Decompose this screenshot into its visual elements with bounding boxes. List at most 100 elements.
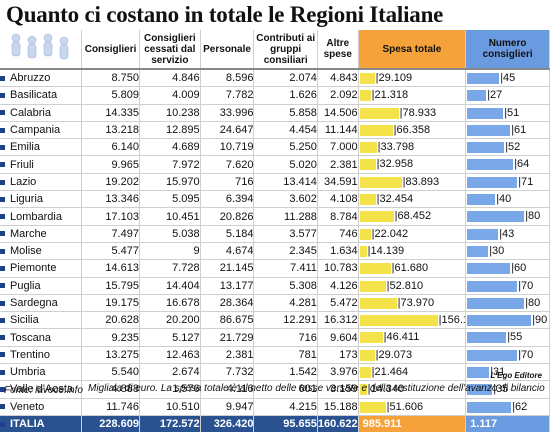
footnote: Migliaia di euro. La spesa totale è al n… bbox=[88, 383, 545, 394]
cell-altre: 4.108 bbox=[317, 190, 359, 209]
region-name: Piemonte bbox=[0, 259, 83, 278]
cell-consiglieri: 19.175 bbox=[81, 294, 140, 313]
numero-bar bbox=[467, 176, 518, 188]
header-altre: Altre spese bbox=[317, 30, 359, 70]
cell-contributi: 13.414 bbox=[253, 173, 318, 192]
total-personale: 326.420 bbox=[200, 415, 255, 432]
cell-personale: 4.116 bbox=[200, 380, 255, 399]
header-cessati: Consiglieri cessati dal servizio bbox=[139, 30, 201, 70]
numero-bar bbox=[467, 228, 499, 240]
numero-bar bbox=[467, 159, 514, 171]
cell-altre: 11.144 bbox=[317, 121, 359, 140]
bullet-icon bbox=[0, 300, 5, 306]
cell-personale: 13.177 bbox=[200, 277, 255, 295]
cell-contributi: 4.454 bbox=[253, 121, 318, 140]
table-row: Valle d'Aosta 4.888 1.576 4.116 601 3.159 |14.… bbox=[0, 380, 550, 399]
spesa-cell: |83.893 bbox=[358, 173, 467, 192]
total-spesa: 985.911 bbox=[358, 415, 467, 432]
editor-credit: L'Ego Editore bbox=[490, 371, 542, 380]
spesa-cell: |73.970 bbox=[358, 294, 467, 313]
table-row: Lombardia 17.103 10.451 20.826 11.288 8.784 |6… bbox=[0, 207, 550, 226]
cell-cessati: 12.463 bbox=[139, 346, 201, 365]
cell-contributi: 7.411 bbox=[253, 259, 318, 278]
numero-label: |52 bbox=[505, 141, 521, 154]
region-name: Friuli bbox=[0, 155, 83, 174]
region-label: Lazio bbox=[10, 175, 37, 188]
spesa-cell: |29.109 bbox=[358, 69, 467, 88]
cell-consiglieri: 13.346 bbox=[81, 190, 140, 209]
numero-bar bbox=[467, 297, 525, 309]
bullet-icon bbox=[0, 387, 5, 393]
cell-cessati: 4.009 bbox=[139, 86, 201, 105]
cell-consiglieri: 14.335 bbox=[81, 104, 140, 122]
cell-altre: 3.159 bbox=[317, 380, 359, 399]
numero-cell: |30 bbox=[465, 242, 550, 261]
region-label: Marche bbox=[10, 227, 47, 240]
cell-consiglieri: 5.477 bbox=[81, 242, 140, 261]
cell-contributi: 716 bbox=[253, 328, 318, 347]
numero-bar bbox=[467, 194, 496, 206]
region-name: Veneto bbox=[0, 398, 83, 416]
bullet-icon bbox=[0, 214, 5, 220]
cell-cessati: 5.095 bbox=[139, 190, 201, 209]
spesa-bar bbox=[359, 124, 393, 136]
bullet-icon bbox=[0, 196, 5, 202]
spesa-label: |14.340 bbox=[367, 383, 405, 396]
spesa-bar bbox=[359, 384, 367, 396]
spesa-cell: |156.107 bbox=[358, 311, 467, 330]
cell-consiglieri: 13.218 bbox=[81, 121, 140, 140]
table-row: Basilicata 5.809 4.009 7.782 1.626 2.092 |21.3… bbox=[0, 86, 550, 105]
cell-altre: 4.843 bbox=[317, 69, 359, 88]
cell-contributi: 12.291 bbox=[253, 311, 318, 330]
cell-altre: 14.506 bbox=[317, 104, 359, 122]
numero-label: |80 bbox=[525, 210, 541, 223]
numero-cell: |43 bbox=[465, 225, 550, 243]
cell-altre: 8.784 bbox=[317, 207, 359, 226]
cell-altre: 173 bbox=[317, 346, 359, 365]
region-name: Molise bbox=[0, 242, 83, 261]
spesa-cell: |52.810 bbox=[358, 277, 467, 295]
bullet-icon bbox=[0, 162, 5, 168]
numero-label: |70 bbox=[518, 279, 534, 292]
cell-contributi: 601 bbox=[253, 380, 318, 399]
numero-label: |90 bbox=[532, 314, 548, 327]
spesa-bar bbox=[359, 142, 377, 154]
spesa-label: |156.107 bbox=[438, 314, 465, 327]
numero-label: |30 bbox=[489, 244, 505, 257]
spesa-bar bbox=[359, 315, 438, 327]
cell-altre: 1.634 bbox=[317, 242, 359, 261]
spesa-bar bbox=[359, 194, 376, 206]
numero-cell: |27 bbox=[465, 86, 550, 105]
spesa-label: |66.358 bbox=[393, 123, 431, 136]
table-row: Abruzzo 8.750 4.846 8.596 2.074 4.843 |29.109 |… bbox=[0, 69, 550, 88]
spesa-label: |68.452 bbox=[394, 210, 432, 223]
cell-contributi: 4.281 bbox=[253, 294, 318, 313]
spesa-cell: |22.042 bbox=[358, 225, 467, 243]
cell-consiglieri: 6.140 bbox=[81, 138, 140, 157]
region-label: Sardegna bbox=[10, 297, 58, 309]
numero-label: |31 bbox=[490, 366, 506, 379]
region-label: Sicilia bbox=[10, 314, 39, 327]
cell-contributi: 781 bbox=[253, 346, 318, 365]
bullet-icon bbox=[0, 335, 5, 341]
bullet-icon bbox=[0, 110, 5, 116]
cell-consiglieri: 14.613 bbox=[81, 259, 140, 278]
region-name: Puglia bbox=[0, 277, 83, 295]
cell-cessati: 12.895 bbox=[139, 121, 201, 140]
cell-consiglieri: 9.235 bbox=[81, 328, 140, 347]
region-label: Umbria bbox=[10, 366, 46, 379]
numero-cell: |70 bbox=[465, 346, 550, 365]
cell-contributi: 2.345 bbox=[253, 242, 318, 261]
cell-personale: 24.647 bbox=[200, 121, 255, 140]
spesa-label: |21.318 bbox=[371, 89, 409, 102]
spesa-bar bbox=[359, 349, 375, 361]
region-name: Campania bbox=[0, 121, 83, 140]
cell-cessati: 16.678 bbox=[139, 294, 201, 313]
spesa-cell: |32.958 bbox=[358, 155, 467, 174]
cell-altre: 746 bbox=[317, 225, 359, 243]
cell-consiglieri: 8.750 bbox=[81, 69, 140, 88]
header-numero: Numero consiglieri bbox=[465, 30, 550, 70]
total-numero: 1.117 bbox=[465, 415, 550, 432]
spesa-label: |78.933 bbox=[399, 106, 437, 119]
cell-personale: 716 bbox=[200, 173, 255, 192]
